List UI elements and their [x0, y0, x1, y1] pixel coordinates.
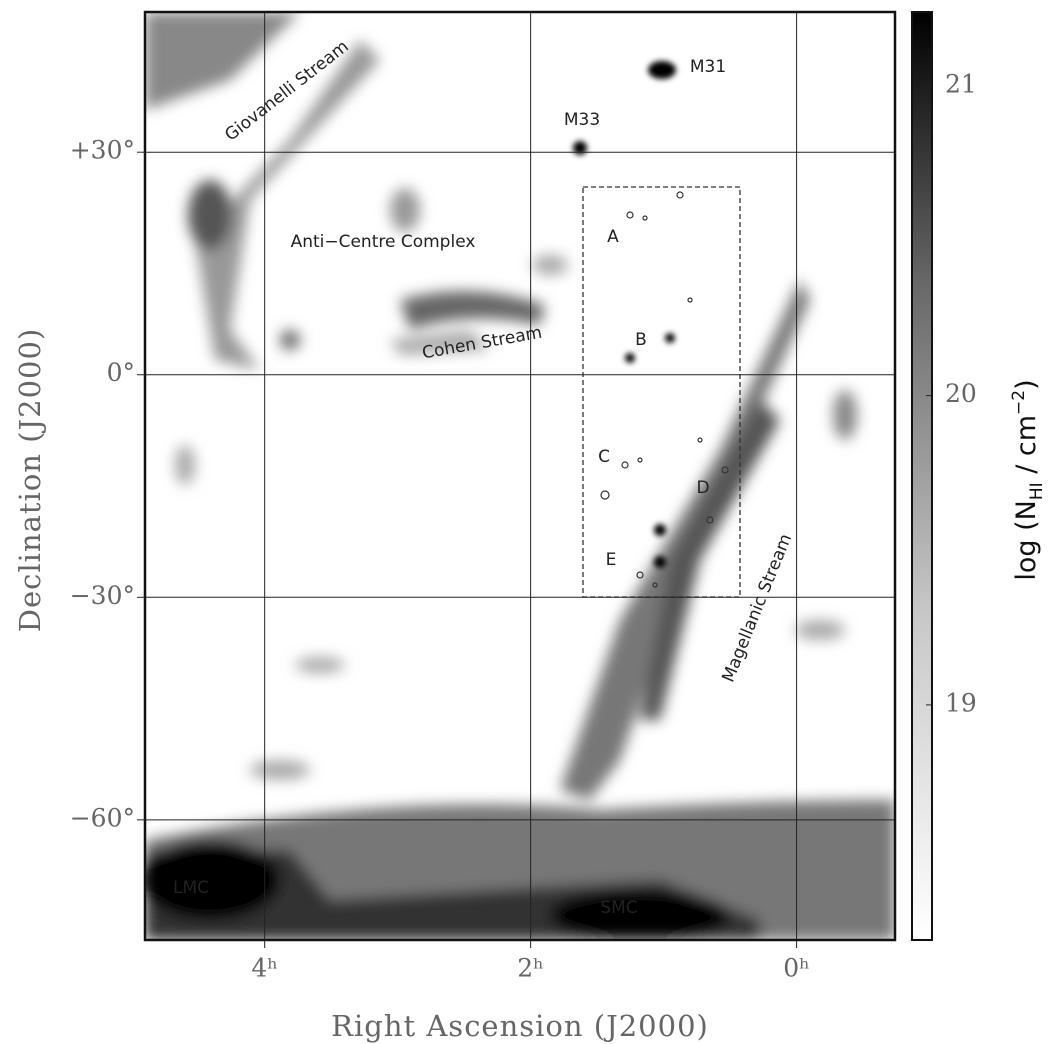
colorbar-tick-label: 20: [945, 379, 977, 408]
x-tick-label: 4ʰ: [251, 954, 278, 983]
colorbar-tick-label: 21: [945, 70, 977, 99]
y-axis-title: Declination (J2000): [13, 328, 47, 633]
hi-emission: [145, 12, 895, 940]
x-axis-title: Right Ascension (J2000): [331, 1009, 709, 1043]
annotation: C: [598, 447, 610, 467]
annotation: E: [606, 550, 617, 570]
x-tick-label: 0ʰ: [783, 954, 810, 983]
annotation: LMC: [173, 878, 209, 898]
colorbar-label: log (NHI / cm−2): [1009, 379, 1047, 580]
grid: [145, 12, 895, 940]
annotation: B: [635, 330, 647, 350]
survey-region: [582, 186, 741, 598]
plot-frame: [143, 10, 897, 942]
y-tick-label: −60°: [70, 803, 135, 832]
y-tick-label: 0°: [107, 358, 135, 387]
colorbar-tick-label: 19: [945, 688, 977, 717]
annotation: SMC: [600, 898, 637, 918]
y-tick-label: +30°: [70, 136, 135, 165]
y-tick-label: −30°: [70, 581, 135, 610]
contour-dots: [600, 191, 729, 588]
annotation: D: [696, 478, 709, 498]
colorbar: [911, 11, 933, 941]
x-tick-label: 2ʰ: [517, 954, 544, 983]
annotation: Anti−Centre Complex: [291, 232, 476, 252]
annotation: M31: [690, 57, 726, 77]
annotation: A: [607, 227, 619, 247]
annotation: M33: [564, 110, 600, 130]
